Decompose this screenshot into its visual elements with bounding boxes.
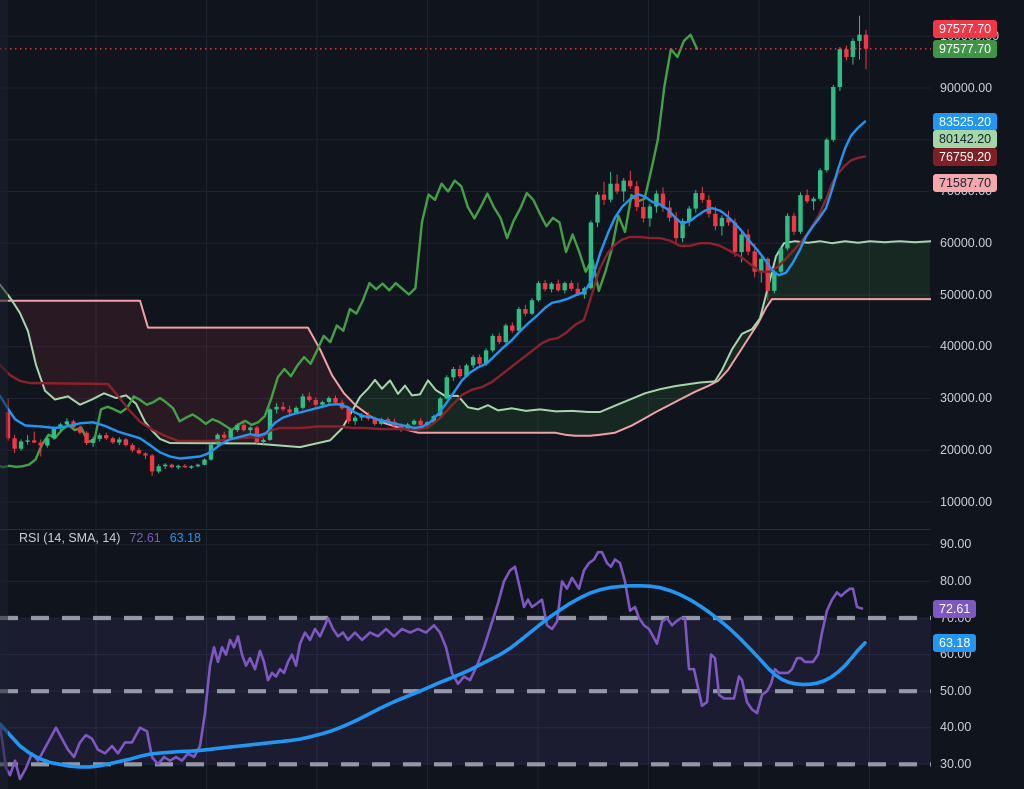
rsi-axis-label-50: 50.00 xyxy=(940,683,972,698)
price-axis-label-90000: 90000.00 xyxy=(940,80,993,95)
rsi-legend-rsi-value: 72.61 xyxy=(129,531,161,545)
senkou-span-a-line xyxy=(0,240,932,449)
price-axis-label-20000: 20000.00 xyxy=(940,442,993,457)
price-axis-label-10000: 10000.00 xyxy=(940,494,993,509)
kijun-value-badge: 76759.20 xyxy=(933,147,998,166)
tenkan-conversion-line xyxy=(0,120,867,460)
rsi-sma-value-badge: 63.18 xyxy=(933,633,977,652)
right-price-scale[interactable]: 100000.0090000.0080000.0070000.0060000.0… xyxy=(931,0,1024,789)
pane-left-edge xyxy=(0,0,8,789)
chart-svg xyxy=(0,0,932,789)
chikou-value-badge: 97577.70 xyxy=(933,39,998,58)
senkou-b-value-badge: 71587.70 xyxy=(933,174,998,193)
price-axis-label-60000: 60000.00 xyxy=(940,235,993,250)
cloud-bullish-fill xyxy=(357,241,930,436)
rsi-axis-label-90: 90.00 xyxy=(940,537,972,552)
price-axis-label-50000: 50000.00 xyxy=(940,287,993,302)
senkou-span-b-line xyxy=(0,298,932,437)
chikou-lagging-span-line xyxy=(0,33,699,469)
rsi-axis-label-30: 30.00 xyxy=(940,756,972,771)
rsi-line xyxy=(0,550,864,781)
rsi-legend: RSI (14, SMA, 14) 72.61 63.18 xyxy=(19,531,210,545)
last-price-badge: 97577.70 xyxy=(933,20,998,38)
rsi-legend-sma-value: 63.18 xyxy=(169,531,201,545)
candles-layer xyxy=(5,15,869,477)
senkou-a-value-badge: 80142.20 xyxy=(933,130,998,148)
rsi-value-badge: 72.61 xyxy=(933,599,977,618)
pane-separator[interactable] xyxy=(0,529,1024,530)
chart-panes[interactable] xyxy=(0,0,932,789)
rsi-legend-title: RSI (14, SMA, 14) xyxy=(19,531,121,545)
price-axis-label-40000: 40000.00 xyxy=(940,339,993,354)
rsi-pane xyxy=(0,550,931,781)
cloud-bearish-fill xyxy=(12,300,355,448)
price-axis-label-30000: 30000.00 xyxy=(940,391,993,405)
rsi-axis-label-40: 40.00 xyxy=(940,720,972,735)
ichimoku-cloud-layer xyxy=(0,240,932,449)
rsi-sma-line xyxy=(0,583,867,769)
rsi-axis-label-80: 80.00 xyxy=(940,573,972,588)
tenkan-value-badge: 83525.20 xyxy=(933,112,998,131)
